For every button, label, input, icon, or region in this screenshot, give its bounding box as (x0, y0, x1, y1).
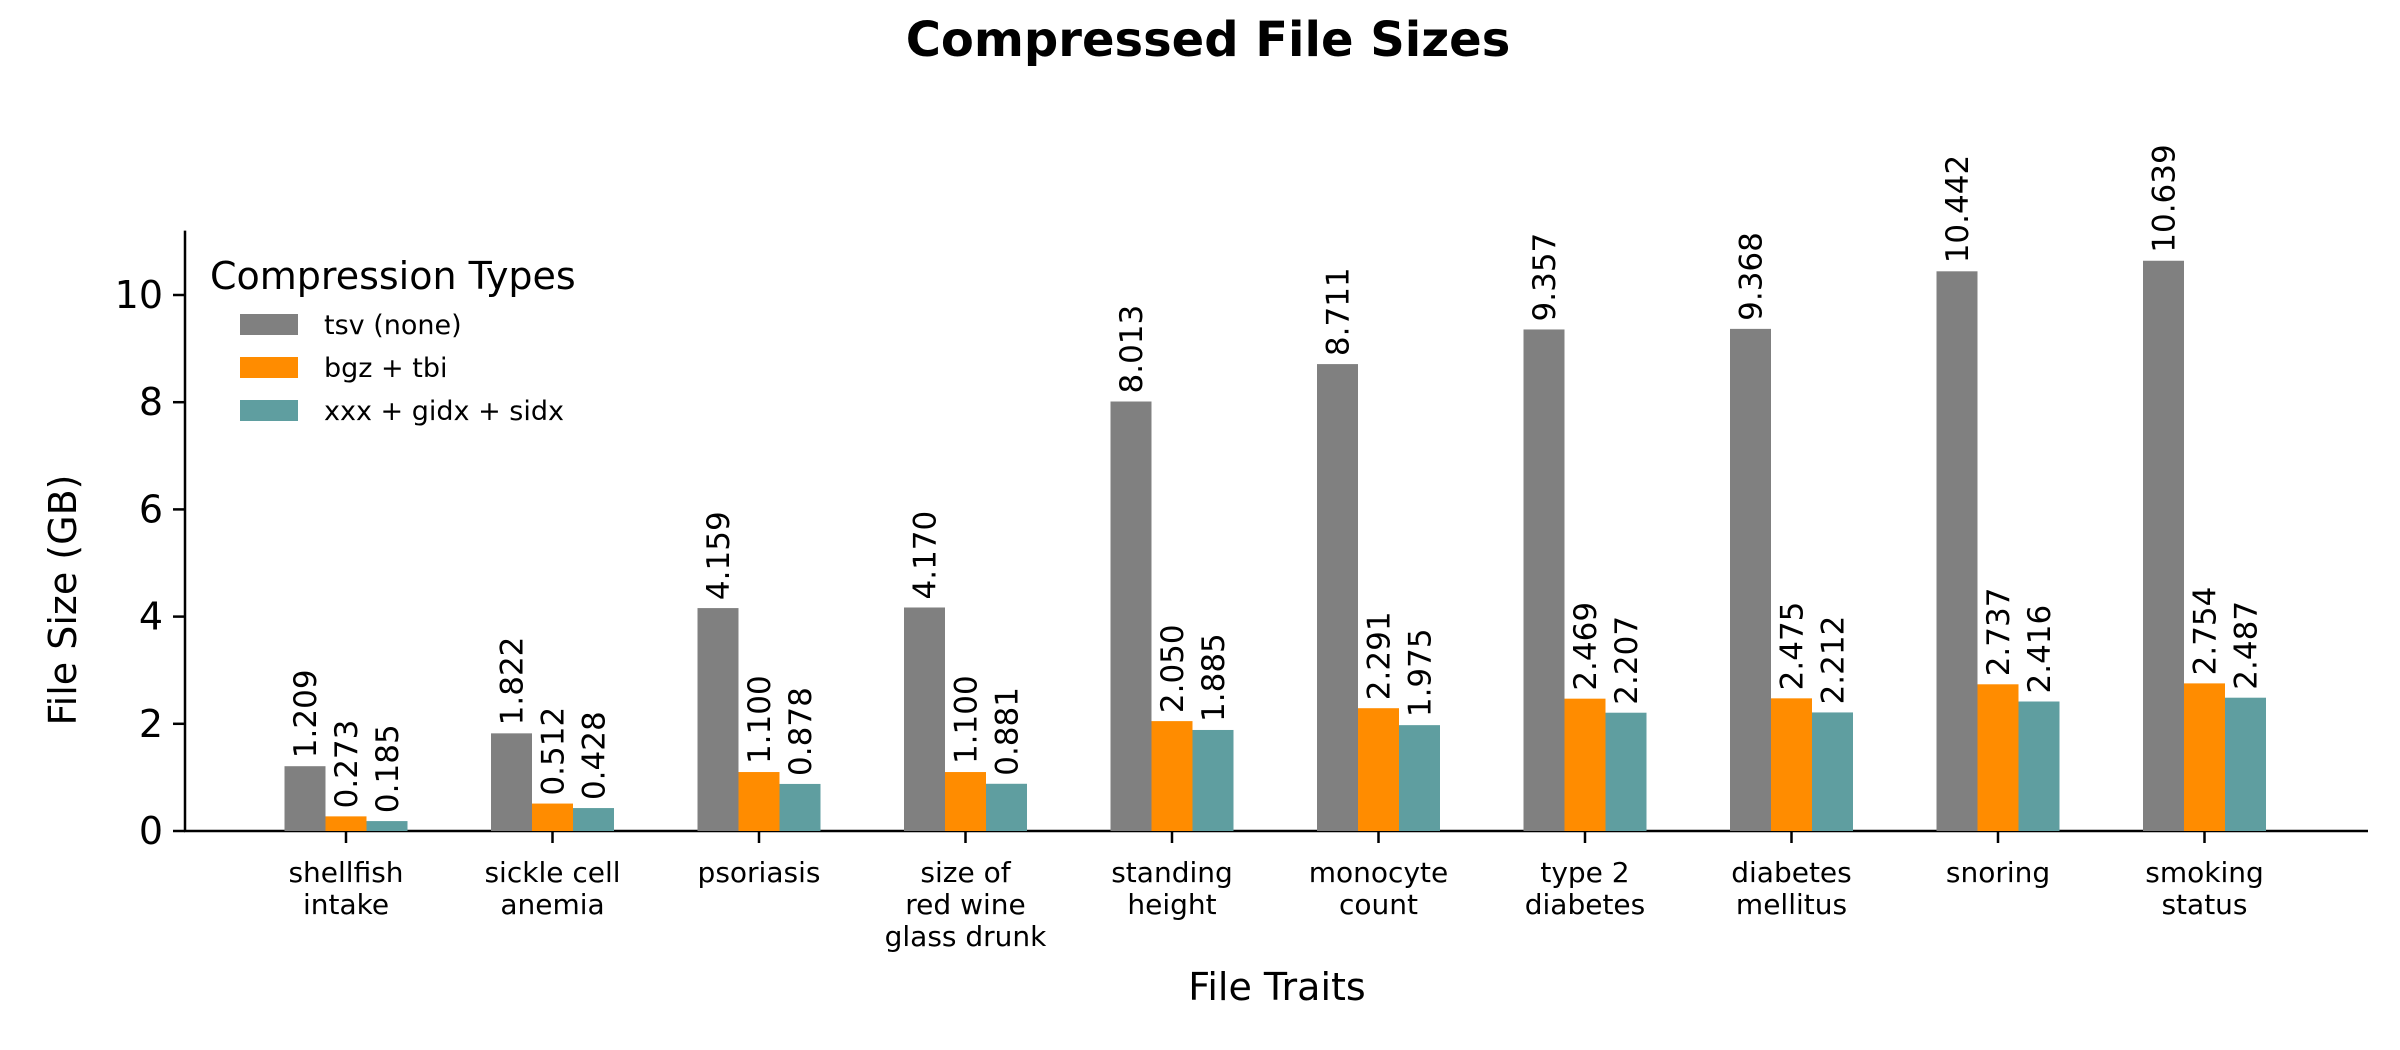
data-label: 2.475 (1775, 602, 1811, 691)
bar (1523, 329, 1565, 831)
data-label: 2.050 (1155, 624, 1191, 713)
data-label: 9.368 (1734, 232, 1770, 321)
bar (904, 607, 945, 831)
legend: Compression Types tsv (none) bgz + tbi xxx… (210, 254, 576, 427)
y-tick-label: 0 (139, 809, 163, 853)
bar (1812, 712, 1853, 831)
bar (1605, 712, 1647, 831)
y-tick-label: 10 (115, 273, 163, 317)
data-label: 2.754 (2188, 587, 2224, 676)
bar (325, 816, 367, 831)
bar (491, 733, 532, 831)
y-tick-label: 4 (139, 595, 163, 639)
bar (1399, 725, 1440, 831)
x-tick-label: sickle cell anemia (484, 856, 620, 921)
y-axis-label: File Size (GB) (41, 475, 85, 726)
data-label: 8.013 (1114, 305, 1150, 394)
x-tick-label: snoring (1946, 856, 2050, 889)
legend-swatch (240, 400, 298, 421)
bar (366, 821, 408, 831)
x-tick-label: shellfish intake (288, 856, 403, 921)
data-label: 2.212 (1816, 616, 1852, 705)
bar (1936, 271, 1978, 831)
bar (945, 772, 986, 831)
x-tick-label: diabetes mellitus (1731, 856, 1852, 921)
x-tick-label: type 2 diabetes (1525, 856, 1646, 921)
bar (1358, 708, 1399, 831)
data-label: 1.100 (949, 675, 985, 764)
data-label: 2.207 (1609, 616, 1645, 705)
x-tick-label: size of red wine glass drunk (885, 856, 1048, 953)
bar (697, 608, 739, 831)
legend-swatch (240, 357, 298, 378)
data-label: 10.639 (2147, 144, 2183, 252)
data-label: 2.737 (1981, 588, 2017, 677)
data-label: 1.975 (1403, 628, 1439, 717)
bar (1192, 729, 1234, 831)
legend-title: Compression Types (210, 254, 576, 298)
data-label: 1.885 (1196, 633, 1232, 722)
data-label: 0.428 (577, 711, 613, 800)
bar (2143, 260, 2184, 831)
bar (779, 783, 821, 831)
data-label: 2.291 (1362, 611, 1398, 700)
legend-label: tsv (none) (324, 310, 462, 341)
bar (986, 783, 1027, 831)
bar (2018, 701, 2060, 831)
data-label: 9.357 (1527, 233, 1563, 322)
bar (738, 772, 780, 831)
data-label: 0.878 (783, 687, 819, 776)
bar (573, 808, 614, 831)
bar (1110, 401, 1152, 831)
bar (1771, 698, 1812, 831)
x-axis-label: File Traits (1188, 965, 1365, 1009)
x-tick-label: psoriasis (698, 856, 821, 889)
data-label: 0.512 (536, 707, 572, 796)
data-label: 0.881 (990, 687, 1026, 776)
y-tick-label: 6 (139, 487, 163, 531)
x-tick-label: monocyte count (1309, 856, 1448, 921)
bar (532, 803, 573, 831)
y-tick-label: 8 (139, 380, 163, 424)
data-label: 8.711 (1321, 267, 1357, 356)
legend-label: xxx + gidx + sidx (324, 396, 564, 427)
x-tick-label: smoking status (2145, 856, 2264, 921)
bar (1730, 328, 1771, 831)
y-tick-label: 2 (139, 702, 163, 746)
bar (284, 766, 326, 831)
data-label: 2.469 (1568, 602, 1604, 691)
data-label: 0.273 (329, 720, 365, 809)
data-label: 10.442 (1940, 155, 1976, 263)
data-label: 2.487 (2229, 601, 2265, 690)
bar (1564, 698, 1606, 831)
data-label: 1.822 (495, 637, 531, 726)
data-label: 1.209 (288, 669, 324, 758)
legend-label: bgz + tbi (324, 353, 447, 384)
legend-swatch (240, 314, 298, 335)
bar (1151, 721, 1193, 831)
bar (1317, 364, 1358, 831)
bar (2184, 683, 2225, 831)
data-label: 4.170 (908, 511, 944, 600)
chart-title: Compressed File Sizes (906, 12, 1511, 68)
data-label: 1.100 (742, 675, 778, 764)
x-tick-label: standing height (1111, 856, 1233, 921)
bar (2225, 697, 2266, 831)
bar (1977, 684, 2019, 831)
data-label: 2.416 (2022, 605, 2058, 694)
data-label: 0.185 (370, 724, 406, 813)
data-label: 4.159 (701, 511, 737, 600)
